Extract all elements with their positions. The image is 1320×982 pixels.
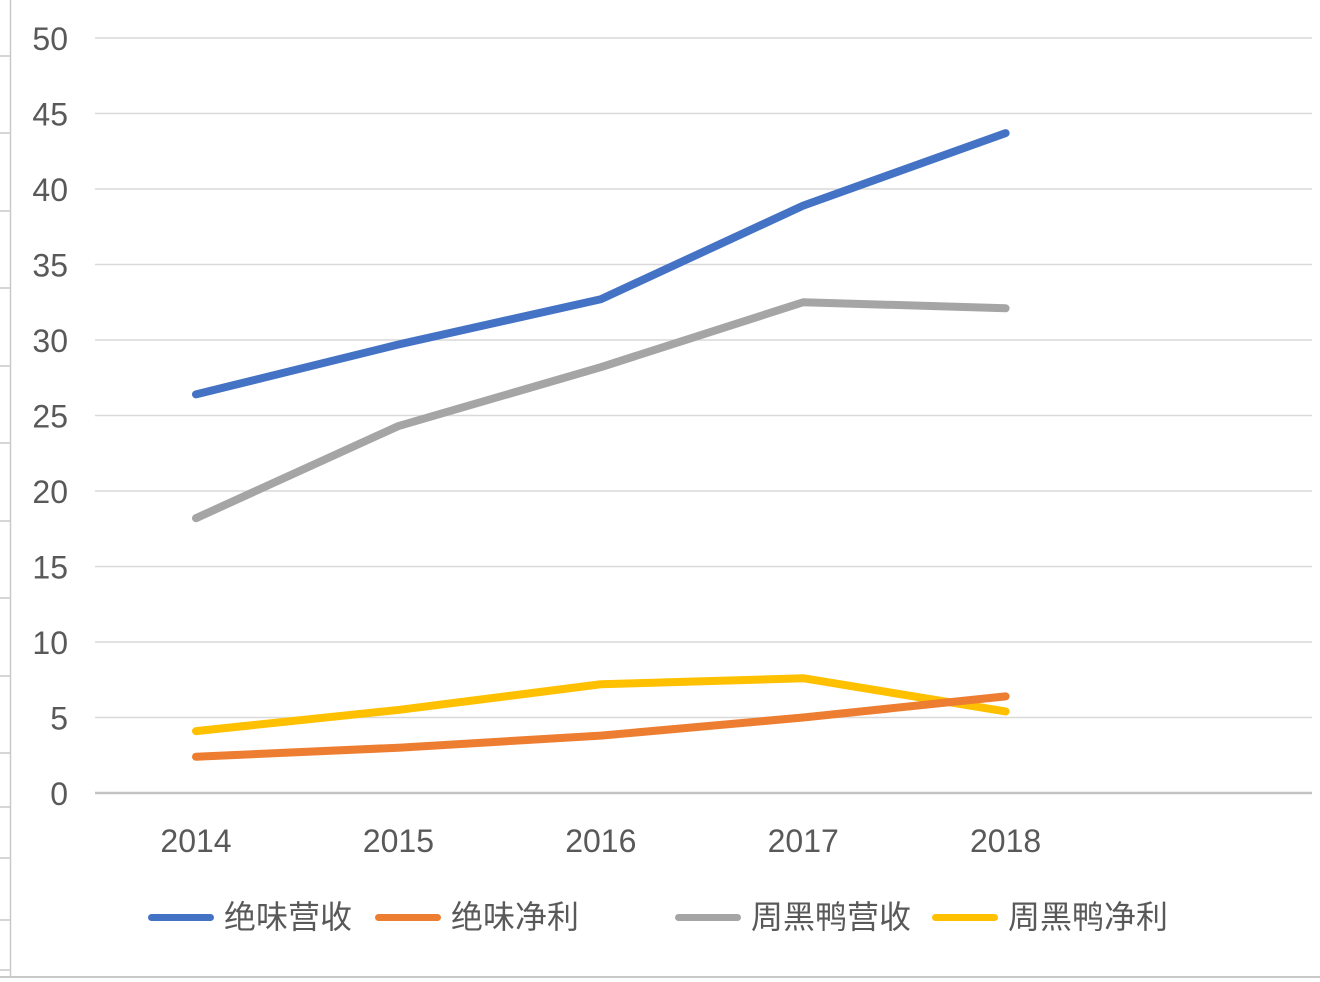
y-axis-tick-label: 35 bbox=[32, 248, 68, 284]
y-axis-tick-label: 25 bbox=[32, 399, 68, 435]
y-axis-tick-label: 5 bbox=[50, 701, 68, 737]
y-axis-tick-label: 50 bbox=[32, 21, 68, 57]
y-axis-tick-label: 0 bbox=[50, 776, 68, 812]
x-axis-tick-label: 2017 bbox=[768, 823, 839, 859]
y-axis-tick-label: 15 bbox=[32, 550, 68, 586]
y-axis-tick-label: 30 bbox=[32, 323, 68, 359]
y-axis-tick-label: 20 bbox=[32, 474, 68, 510]
x-axis-tick-label: 2015 bbox=[363, 823, 434, 859]
series-line-zhouheiya-revenue bbox=[192, 298, 1010, 523]
series-line-juewei-net-profit bbox=[192, 692, 1010, 761]
y-axis-tick-label: 40 bbox=[32, 172, 68, 208]
x-axis-tick-label: 2018 bbox=[970, 823, 1041, 859]
x-axis-tick-label: 2016 bbox=[565, 823, 636, 859]
series-line-juewei-revenue bbox=[192, 129, 1010, 399]
series-line-zhouheiya-net-profit bbox=[192, 674, 1010, 736]
x-axis-tick-label: 2014 bbox=[160, 823, 231, 859]
y-axis-tick-label: 45 bbox=[32, 97, 68, 133]
y-axis-tick-label: 10 bbox=[32, 625, 68, 661]
